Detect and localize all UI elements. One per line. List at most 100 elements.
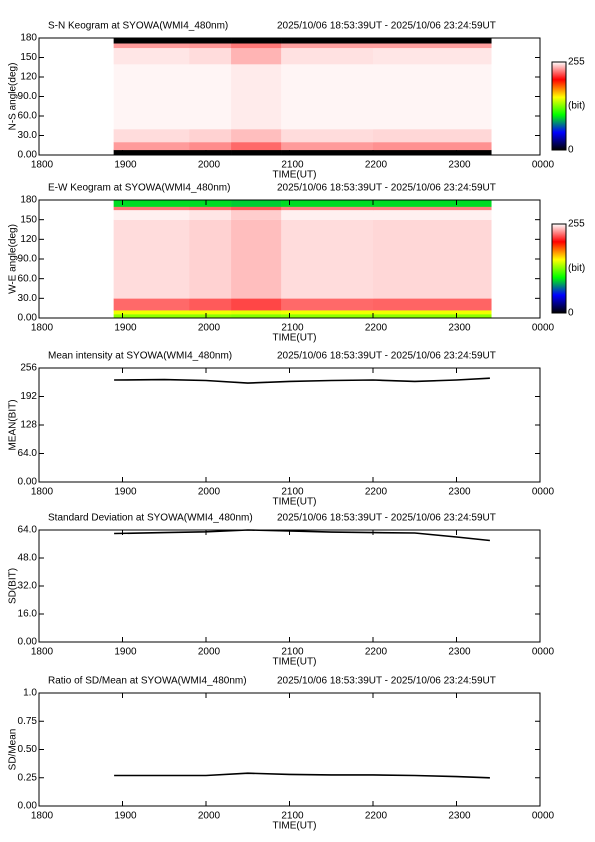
x-tick-label: 1800	[31, 811, 54, 822]
heatmap-cell	[189, 310, 232, 315]
x-axis-label: TIME(UT)	[273, 657, 317, 668]
heatmap-cell	[281, 298, 374, 311]
x-tick-label: 2200	[365, 323, 388, 334]
x-tick-label: 2100	[281, 487, 304, 498]
heatmap-cell	[231, 43, 282, 49]
heatmap-cell	[281, 314, 374, 319]
plot-frame	[38, 529, 541, 643]
colorbar-tick-label: 255	[568, 57, 585, 68]
heatmap-cell	[189, 43, 232, 49]
heatmap-cell	[189, 149, 232, 156]
x-tick-label: 1800	[31, 487, 54, 498]
x-tick-label: 2100	[281, 160, 304, 171]
x-tick-label: 1800	[31, 323, 54, 334]
heatmap-cell	[189, 298, 232, 311]
y-tick-label: 60.0	[18, 273, 38, 284]
x-tick-label: 2100	[281, 811, 304, 822]
y-tick-label: 0.75	[18, 716, 38, 727]
heatmap-cell	[231, 298, 282, 311]
chart-subtitle: 2025/10/06 18:53:39UT - 2025/10/06 23:24…	[277, 351, 496, 362]
heatmap-cell	[373, 142, 492, 151]
heatmap-cell	[113, 298, 190, 311]
heatmap-cell	[189, 129, 232, 143]
heatmap-cell	[189, 142, 232, 151]
chart-title: Ratio of SD/Mean at SYOWA(WMI4_480nm)	[48, 676, 247, 687]
y-tick-label: 90.0	[18, 91, 38, 102]
x-tick-label: 0000	[532, 160, 555, 171]
y-tick-label: 150	[20, 214, 37, 225]
y-axis-label: MEAN(BIT)	[8, 399, 19, 450]
plot-frame	[38, 692, 541, 807]
heatmap-cell	[231, 209, 282, 220]
y-tick-label: 48.0	[18, 553, 38, 564]
heatmap-cell	[281, 209, 374, 220]
data-line	[114, 377, 490, 384]
heatmap-cell	[373, 219, 492, 299]
y-tick-label: 90.0	[18, 254, 38, 265]
chart-subtitle: 2025/10/06 18:53:39UT - 2025/10/06 23:24…	[277, 183, 496, 194]
x-tick-label: 1900	[114, 811, 137, 822]
y-tick-label: 16.0	[18, 609, 38, 620]
x-tick-label: 0000	[532, 647, 555, 658]
y-tick-label: 0.25	[18, 772, 38, 783]
heatmap-cell	[281, 206, 374, 211]
y-tick-label: 0.00	[18, 150, 38, 161]
colorbar-tick-label: 0	[568, 308, 574, 319]
y-tick-label: 64.0	[18, 448, 38, 459]
heatmap-cell	[189, 209, 232, 220]
heatmap-cell	[281, 310, 374, 315]
y-tick-label: 128	[20, 420, 37, 431]
heatmap-cell	[281, 129, 374, 143]
heatmap-cell	[373, 310, 492, 315]
heatmap-cell	[231, 314, 282, 319]
chart-subtitle: 2025/10/06 18:53:39UT - 2025/10/06 23:24…	[277, 676, 496, 687]
heatmap-cell	[113, 38, 190, 44]
heatmap-cell	[373, 314, 492, 319]
heatmap-cell	[281, 64, 374, 130]
y-tick-label: 180	[20, 195, 37, 206]
heatmap-cell	[373, 43, 492, 49]
x-tick-label: 1900	[114, 487, 137, 498]
y-axis-label: N-S angle(deg)	[8, 63, 19, 131]
x-axis-label: TIME(UT)	[273, 170, 317, 181]
y-axis-label: SD(BIT)	[8, 568, 19, 604]
y-tick-label: 0.00	[18, 637, 38, 648]
heatmap-cell	[373, 38, 492, 44]
heatmap-cell	[189, 206, 232, 211]
heatmap-cell	[373, 209, 492, 220]
x-tick-label: 2100	[281, 323, 304, 334]
y-tick-label: 120	[20, 72, 37, 83]
heatmap-cell	[281, 38, 374, 44]
heatmap-cell	[373, 298, 492, 311]
x-tick-label: 1800	[31, 160, 54, 171]
heatmap-cell	[231, 129, 282, 143]
heatmap-cell	[113, 310, 190, 315]
x-tick-label: 2000	[198, 487, 221, 498]
y-tick-label: 150	[20, 52, 37, 63]
x-tick-label: 2200	[365, 811, 388, 822]
x-tick-label: 0000	[532, 323, 555, 334]
y-tick-label: 0.00	[18, 477, 38, 488]
x-tick-label: 2000	[198, 160, 221, 171]
heatmap-cell	[373, 206, 492, 211]
x-tick-label: 2000	[198, 811, 221, 822]
y-tick-label: 180	[20, 33, 37, 44]
y-tick-label: 256	[20, 363, 37, 374]
y-tick-label: 0.00	[18, 801, 38, 812]
x-tick-label: 2200	[365, 487, 388, 498]
heatmap-cell	[231, 149, 282, 156]
x-tick-label: 0000	[532, 487, 555, 498]
heatmap-cell	[281, 149, 374, 156]
y-tick-label: 30.0	[18, 130, 38, 141]
y-axis-label: W-E angle(deg)	[8, 224, 19, 294]
chart-title: Mean intensity at SYOWA(WMI4_480nm)	[48, 351, 232, 362]
colorbar	[551, 61, 567, 151]
heatmap-cell	[231, 142, 282, 151]
heatmap-cell	[189, 38, 232, 44]
colorbar-label: (bit)	[568, 263, 585, 274]
chart-title: S-N Keogram at SYOWA(WMI4_480nm)	[48, 21, 228, 32]
y-tick-label: 1.0	[23, 688, 37, 699]
heatmap-cell	[113, 43, 190, 49]
x-axis-label: TIME(UT)	[273, 497, 317, 508]
